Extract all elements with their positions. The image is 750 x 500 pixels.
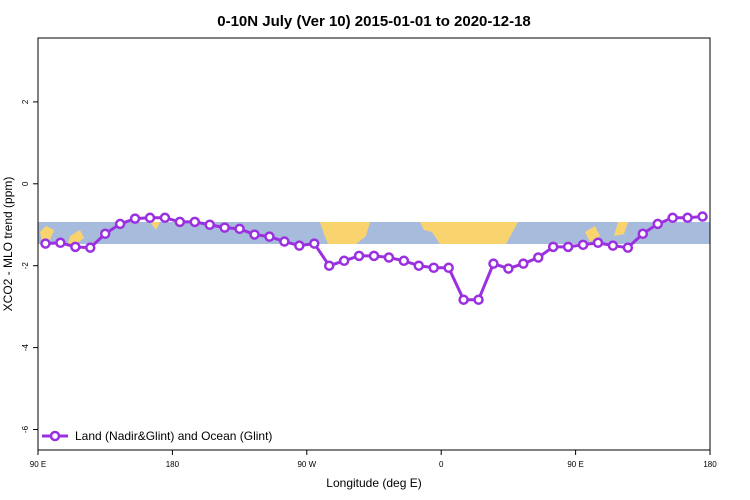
data-point — [234, 223, 245, 235]
data-point — [383, 252, 395, 263]
data-point — [533, 252, 544, 263]
data-point — [204, 219, 215, 231]
data-point — [338, 255, 350, 267]
data-point — [144, 212, 156, 224]
y-tick-label: -4 — [21, 344, 30, 352]
y-axis-label: XCO2 - MLO trend (ppm) — [1, 177, 15, 312]
y-tick-label: 0 — [21, 181, 30, 186]
data-point — [189, 216, 201, 228]
data-point — [562, 241, 574, 253]
data-point — [458, 294, 469, 305]
data-point — [398, 255, 410, 267]
data-point — [368, 250, 380, 262]
data-point — [323, 260, 335, 271]
data-point — [503, 263, 514, 274]
data-point — [55, 237, 66, 249]
data-point — [85, 242, 96, 253]
data-point — [443, 262, 454, 274]
data-point — [159, 212, 171, 224]
data-point — [174, 216, 186, 228]
data-point — [428, 262, 439, 274]
data-point — [219, 222, 230, 233]
data-point — [309, 238, 320, 249]
data-point — [294, 240, 305, 251]
map-strip — [38, 222, 710, 244]
x-tick-label: 0 — [439, 460, 444, 469]
data-point — [114, 218, 126, 230]
y-tick-label: 2 — [21, 99, 30, 104]
data-point — [264, 231, 275, 242]
data-point — [353, 250, 365, 262]
data-point — [637, 228, 649, 240]
data-point — [667, 212, 678, 224]
data-point — [577, 239, 589, 251]
data-point — [70, 241, 81, 253]
x-tick-label: 180 — [166, 460, 180, 469]
data-point — [249, 229, 260, 240]
data-point — [279, 236, 290, 247]
data-point — [40, 238, 51, 249]
data-point — [682, 212, 693, 224]
data-point — [697, 211, 708, 222]
legend-label: Land (Nadir&Glint) and Ocean (Glint) — [75, 429, 272, 443]
data-point — [518, 258, 529, 269]
x-tick-label: 90 W — [297, 460, 316, 469]
y-tick-label: -6 — [21, 425, 30, 433]
data-point — [99, 228, 111, 240]
data-point — [129, 213, 141, 224]
data-point — [652, 218, 663, 230]
y-tick-label: -2 — [21, 262, 30, 270]
data-point — [622, 242, 634, 253]
x-tick-label: 180 — [703, 460, 717, 469]
data-point — [413, 260, 425, 271]
data-point — [607, 240, 619, 251]
data-point — [488, 258, 499, 269]
data-point — [592, 237, 604, 249]
data-point — [473, 294, 484, 305]
x-tick-label: 90 E — [30, 460, 46, 469]
chart-title: 0-10N July (Ver 10) 2015-01-01 to 2020-1… — [217, 13, 531, 30]
x-tick-label: 90 E — [567, 460, 583, 469]
data-point — [547, 241, 559, 253]
plot-frame — [37, 37, 711, 451]
legend-marker — [49, 430, 61, 442]
x-axis-label: Longitude (deg E) — [326, 476, 421, 490]
